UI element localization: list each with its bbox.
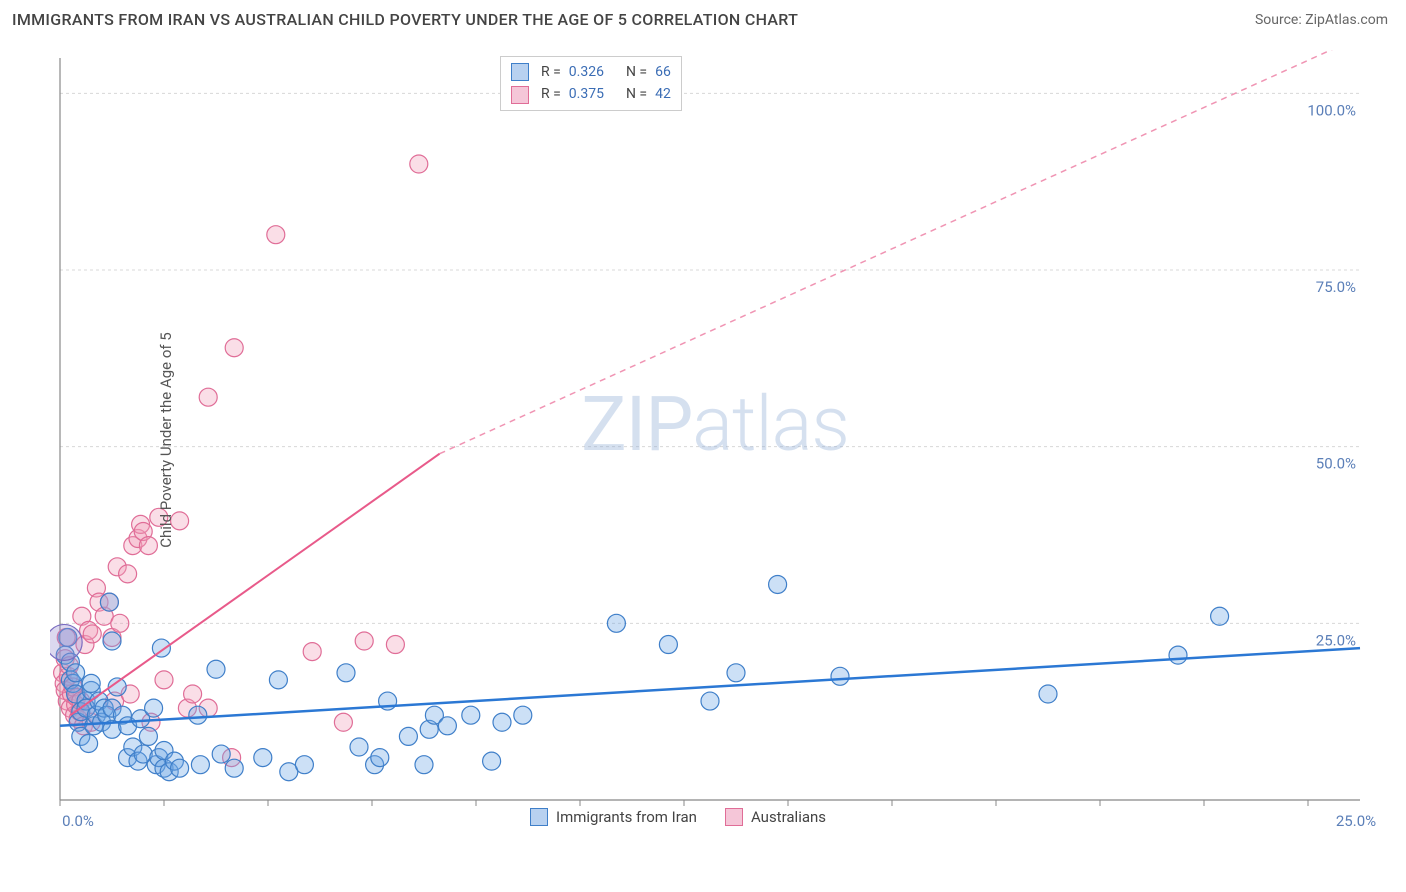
title-bar: IMMIGRANTS FROM IRAN VS AUSTRALIAN CHILD… — [0, 0, 1406, 35]
n-value: 66 — [655, 61, 671, 83]
chart-title: IMMIGRANTS FROM IRAN VS AUSTRALIAN CHILD… — [12, 10, 798, 29]
data-point-australians[interactable] — [184, 685, 202, 703]
data-point-australians[interactable] — [303, 643, 321, 661]
source-attribution: Source: ZipAtlas.com — [1255, 12, 1388, 28]
data-point-australians[interactable] — [334, 713, 352, 731]
n-value: 42 — [655, 83, 671, 105]
data-point-iran[interactable] — [1211, 607, 1229, 625]
data-point-iran[interactable] — [1039, 685, 1057, 703]
data-point-australians[interactable] — [83, 625, 101, 643]
data-point-iran[interactable] — [769, 575, 787, 593]
data-point-australians[interactable] — [225, 339, 243, 357]
n-label: N = — [626, 61, 647, 83]
data-point-iran[interactable] — [225, 759, 243, 777]
y-tick-label: 50.0% — [1316, 455, 1356, 473]
data-point-iran[interactable] — [607, 614, 625, 632]
data-point-iran[interactable] — [67, 664, 85, 682]
y-tick-label: 25.0% — [1316, 631, 1356, 649]
correlation-legend: R = 0.326 N = 66 R = 0.375 N = 42 — [500, 56, 682, 111]
data-point-australians[interactable] — [111, 614, 129, 632]
legend-item: Australians — [725, 808, 826, 826]
data-point-iran[interactable] — [462, 706, 480, 724]
data-point-iran[interactable] — [189, 706, 207, 724]
data-point-australians[interactable] — [355, 632, 373, 650]
data-point-iran[interactable] — [727, 664, 745, 682]
data-point-iran[interactable] — [100, 593, 118, 611]
data-point-iran[interactable] — [514, 706, 532, 724]
data-point-australians[interactable] — [199, 388, 217, 406]
data-point-iran[interactable] — [139, 727, 157, 745]
y-tick-label: 100.0% — [1307, 101, 1356, 119]
data-point-iran[interactable] — [80, 734, 98, 752]
data-point-overlap[interactable] — [50, 624, 82, 660]
data-point-iran[interactable] — [295, 756, 313, 774]
legend-row: R = 0.375 N = 42 — [511, 83, 671, 105]
data-point-iran[interactable] — [659, 636, 677, 654]
legend-swatch — [725, 808, 743, 826]
data-point-iran[interactable] — [207, 660, 225, 678]
trend-line-iran — [60, 648, 1360, 726]
r-label: R = — [541, 61, 561, 83]
data-point-iran[interactable] — [350, 738, 368, 756]
y-axis-label: Child Poverty Under the Age of 5 — [157, 332, 175, 548]
legend-item: Immigrants from Iran — [530, 808, 697, 826]
r-label: R = — [541, 83, 561, 105]
x-tick-label: 25.0% — [1336, 812, 1376, 830]
legend-label: Immigrants from Iran — [556, 808, 697, 826]
y-tick-label: 75.0% — [1316, 278, 1356, 296]
data-point-iran[interactable] — [483, 752, 501, 770]
data-point-iran[interactable] — [254, 749, 272, 767]
data-point-iran[interactable] — [1169, 646, 1187, 664]
data-point-iran[interactable] — [438, 717, 456, 735]
data-point-australians[interactable] — [267, 226, 285, 244]
data-point-iran[interactable] — [82, 674, 100, 692]
source-label: Source: — [1255, 12, 1305, 28]
r-value: 0.326 — [569, 61, 604, 83]
legend-swatch — [511, 63, 529, 81]
x-tick-label: 0.0% — [62, 812, 94, 830]
data-point-iran[interactable] — [191, 756, 209, 774]
legend-swatch — [511, 86, 529, 104]
n-label: N = — [626, 83, 647, 105]
data-point-iran[interactable] — [103, 632, 121, 650]
r-value: 0.375 — [569, 83, 604, 105]
data-point-australians[interactable] — [386, 636, 404, 654]
data-point-iran[interactable] — [415, 756, 433, 774]
data-point-iran[interactable] — [371, 749, 389, 767]
data-point-iran[interactable] — [399, 727, 417, 745]
data-point-iran[interactable] — [145, 699, 163, 717]
chart-area: Child Poverty Under the Age of 5 ZIPatla… — [50, 50, 1380, 830]
data-point-australians[interactable] — [119, 565, 137, 583]
data-point-iran[interactable] — [831, 667, 849, 685]
data-point-australians[interactable] — [139, 537, 157, 555]
data-point-australians[interactable] — [155, 671, 173, 689]
data-point-iran[interactable] — [171, 759, 189, 777]
data-point-iran[interactable] — [337, 664, 355, 682]
legend-label: Australians — [751, 808, 826, 826]
legend-row: R = 0.326 N = 66 — [511, 61, 671, 83]
data-point-australians[interactable] — [410, 155, 428, 173]
data-point-iran[interactable] — [269, 671, 287, 689]
source-name: ZipAtlas.com — [1305, 12, 1388, 28]
data-point-iran[interactable] — [493, 713, 511, 731]
data-point-iran[interactable] — [212, 745, 230, 763]
series-legend: Immigrants from Iran Australians — [530, 808, 826, 826]
scatter-chart: 25.0% 50.0% 75.0% 100.0% 0.0% 25.0% — [50, 50, 1380, 830]
trend-line-australians — [70, 454, 439, 715]
data-point-iran[interactable] — [701, 692, 719, 710]
legend-swatch — [530, 808, 548, 826]
